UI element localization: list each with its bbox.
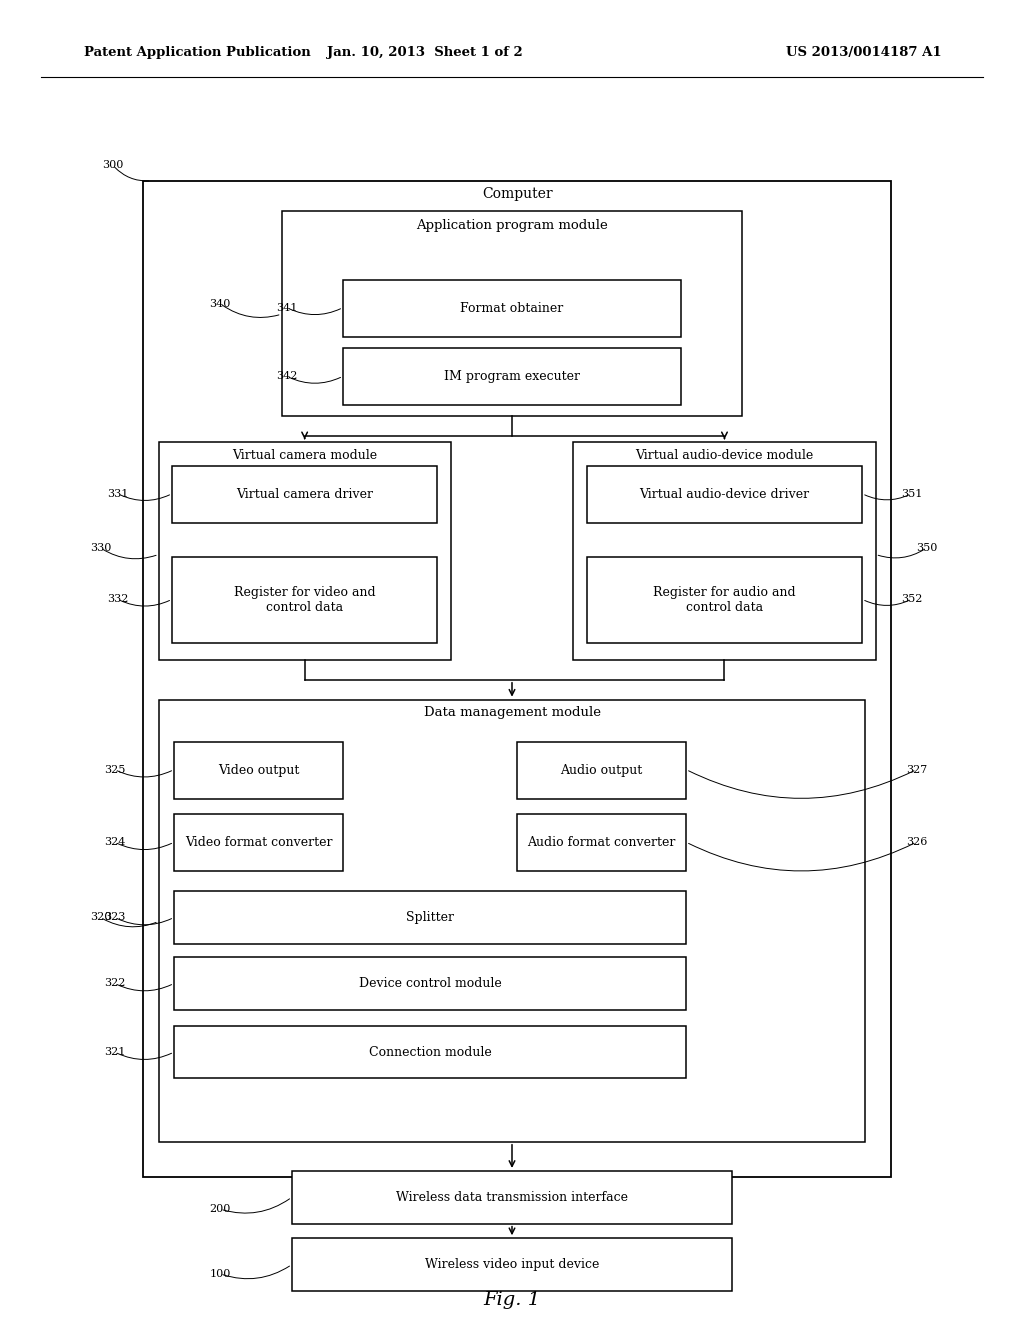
Text: 330: 330 bbox=[90, 543, 111, 553]
Bar bbox=[517, 742, 686, 799]
Text: 100: 100 bbox=[210, 1269, 230, 1279]
Bar bbox=[587, 557, 862, 643]
Bar bbox=[282, 211, 742, 416]
Bar bbox=[159, 700, 865, 1142]
Text: Virtual audio-device driver: Virtual audio-device driver bbox=[639, 488, 810, 500]
Text: IM program executer: IM program executer bbox=[444, 371, 580, 383]
Text: Virtual audio-device module: Virtual audio-device module bbox=[635, 449, 814, 462]
Text: 350: 350 bbox=[916, 543, 937, 553]
Text: 352: 352 bbox=[901, 594, 922, 605]
Text: 340: 340 bbox=[210, 298, 230, 309]
Text: Computer: Computer bbox=[482, 187, 552, 201]
Text: Application program module: Application program module bbox=[416, 219, 608, 232]
Bar bbox=[517, 814, 686, 871]
Text: Jan. 10, 2013  Sheet 1 of 2: Jan. 10, 2013 Sheet 1 of 2 bbox=[327, 46, 523, 59]
Bar bbox=[343, 280, 681, 337]
Text: 300: 300 bbox=[102, 160, 123, 170]
Text: Audio format converter: Audio format converter bbox=[527, 837, 676, 849]
Text: 331: 331 bbox=[108, 488, 128, 499]
Bar bbox=[174, 814, 343, 871]
Text: Register for audio and
control data: Register for audio and control data bbox=[653, 586, 796, 614]
Bar bbox=[172, 557, 437, 643]
Bar bbox=[174, 891, 686, 944]
Text: Data management module: Data management module bbox=[424, 706, 600, 719]
Bar bbox=[343, 348, 681, 405]
Text: Audio output: Audio output bbox=[560, 764, 643, 776]
Text: Connection module: Connection module bbox=[369, 1045, 492, 1059]
Text: Video format converter: Video format converter bbox=[184, 837, 333, 849]
Text: Register for video and
control data: Register for video and control data bbox=[233, 586, 376, 614]
Bar bbox=[174, 957, 686, 1010]
Bar bbox=[174, 1026, 686, 1078]
Text: Patent Application Publication: Patent Application Publication bbox=[84, 46, 310, 59]
Text: Splitter: Splitter bbox=[407, 911, 454, 924]
Text: 324: 324 bbox=[104, 837, 125, 847]
Bar bbox=[292, 1171, 732, 1224]
Bar bbox=[587, 466, 862, 523]
Text: 200: 200 bbox=[210, 1204, 230, 1214]
Text: 320: 320 bbox=[90, 912, 111, 923]
Bar bbox=[174, 742, 343, 799]
Text: 321: 321 bbox=[104, 1047, 125, 1057]
Text: 341: 341 bbox=[276, 302, 297, 313]
Text: 325: 325 bbox=[104, 764, 125, 775]
Text: 332: 332 bbox=[108, 594, 128, 605]
Text: Virtual camera driver: Virtual camera driver bbox=[237, 488, 373, 500]
Text: 351: 351 bbox=[901, 488, 922, 499]
Text: 327: 327 bbox=[906, 764, 927, 775]
Text: Format obtainer: Format obtainer bbox=[461, 302, 563, 314]
Text: Wireless data transmission interface: Wireless data transmission interface bbox=[396, 1191, 628, 1204]
Text: 322: 322 bbox=[104, 978, 125, 989]
Bar bbox=[143, 181, 891, 1177]
Text: Wireless video input device: Wireless video input device bbox=[425, 1258, 599, 1271]
Bar bbox=[159, 442, 451, 660]
Text: 323: 323 bbox=[104, 912, 125, 923]
Text: 342: 342 bbox=[276, 371, 297, 381]
Bar bbox=[573, 442, 876, 660]
Text: US 2013/0014187 A1: US 2013/0014187 A1 bbox=[786, 46, 942, 59]
Text: Device control module: Device control module bbox=[358, 977, 502, 990]
Text: 326: 326 bbox=[906, 837, 927, 847]
Text: Video output: Video output bbox=[218, 764, 299, 776]
Bar bbox=[172, 466, 437, 523]
Text: Fig. 1: Fig. 1 bbox=[483, 1291, 541, 1309]
Text: Virtual camera module: Virtual camera module bbox=[232, 449, 377, 462]
Bar bbox=[292, 1238, 732, 1291]
